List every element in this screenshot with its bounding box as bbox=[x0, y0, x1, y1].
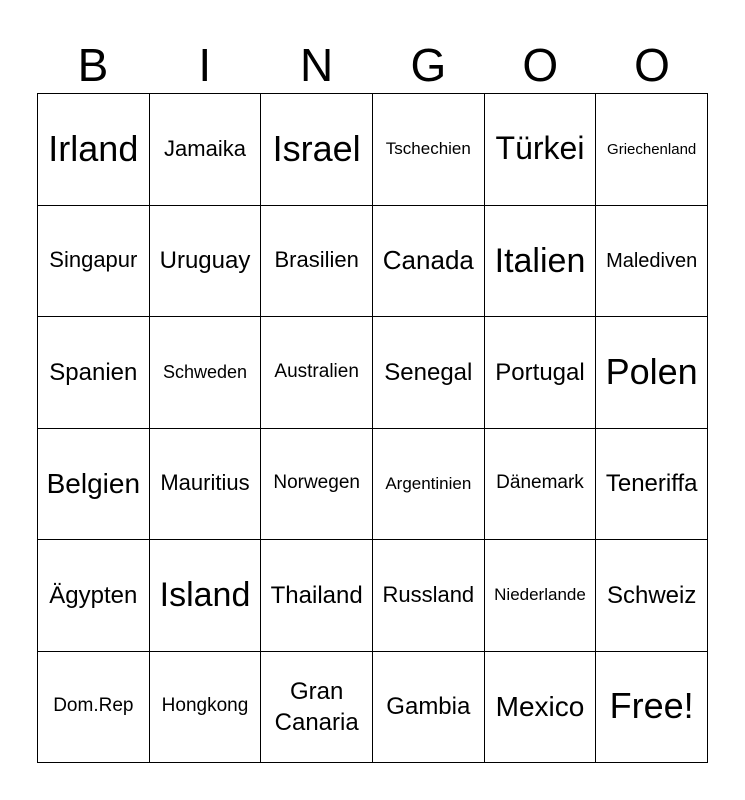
bingo-cell[interactable]: Niederlande bbox=[484, 540, 597, 652]
bingo-cell[interactable]: Irland bbox=[38, 94, 150, 206]
bingo-cell[interactable]: Dom.Rep bbox=[38, 651, 150, 763]
bingo-cell[interactable]: Ägypten bbox=[38, 540, 150, 652]
bingo-cell[interactable]: Belgien bbox=[38, 428, 150, 540]
bingo-cell[interactable]: Argentinien bbox=[372, 428, 485, 540]
bingo-cell[interactable]: Mauritius bbox=[149, 428, 262, 540]
bingo-cell[interactable]: Island bbox=[149, 540, 262, 652]
bingo-cell[interactable]: Mexico bbox=[484, 651, 597, 763]
bingo-cell[interactable]: Tschechien bbox=[372, 94, 485, 206]
header-letter: B bbox=[77, 39, 109, 91]
bingo-cell[interactable]: Brasilien bbox=[261, 205, 373, 317]
bingo-cell[interactable]: Malediven bbox=[596, 205, 708, 317]
bingo-cell[interactable]: Hongkong bbox=[149, 651, 262, 763]
bingo-cell[interactable]: Norwegen bbox=[261, 428, 373, 540]
bingo-header: B I N G O O bbox=[37, 38, 708, 93]
bingo-cell[interactable]: Gambia bbox=[372, 651, 485, 763]
bingo-cell[interactable]: Polen bbox=[596, 317, 708, 429]
bingo-cell[interactable]: Gran Canaria bbox=[261, 651, 373, 763]
bingo-cell[interactable]: Singapur bbox=[38, 205, 150, 317]
bingo-cell[interactable]: Griechenland bbox=[596, 94, 708, 206]
bingo-cell[interactable]: Russland bbox=[372, 540, 485, 652]
header-letter: O bbox=[634, 39, 670, 91]
bingo-cell[interactable]: Portugal bbox=[484, 317, 597, 429]
bingo-cell[interactable]: Italien bbox=[484, 205, 597, 317]
bingo-cell[interactable]: Dänemark bbox=[484, 428, 597, 540]
header-letter: N bbox=[299, 39, 334, 91]
bingo-cell[interactable]: Jamaika bbox=[149, 94, 262, 206]
bingo-cell[interactable]: Teneriffa bbox=[596, 428, 708, 540]
bingo-cell[interactable]: Free! bbox=[596, 651, 708, 763]
bingo-cell[interactable]: Uruguay bbox=[149, 205, 262, 317]
bingo-cell[interactable]: Schweiz bbox=[596, 540, 708, 652]
bingo-cell[interactable]: Canada bbox=[372, 205, 485, 317]
header-letter: I bbox=[198, 39, 212, 91]
bingo-cell[interactable]: Spanien bbox=[38, 317, 150, 429]
bingo-cell[interactable]: Türkei bbox=[484, 94, 597, 206]
bingo-cell[interactable]: Senegal bbox=[372, 317, 485, 429]
bingo-cell[interactable]: Thailand bbox=[261, 540, 373, 652]
header-letter: O bbox=[522, 39, 559, 91]
bingo-cell[interactable]: Schweden bbox=[149, 317, 262, 429]
bingo-grid: Irland Jamaika Israel Tschechien Türkei Griec… bbox=[37, 93, 708, 763]
bingo-cell[interactable]: Israel bbox=[261, 94, 373, 206]
bingo-cell[interactable]: Australien bbox=[261, 317, 373, 429]
header-letter: G bbox=[410, 39, 447, 91]
